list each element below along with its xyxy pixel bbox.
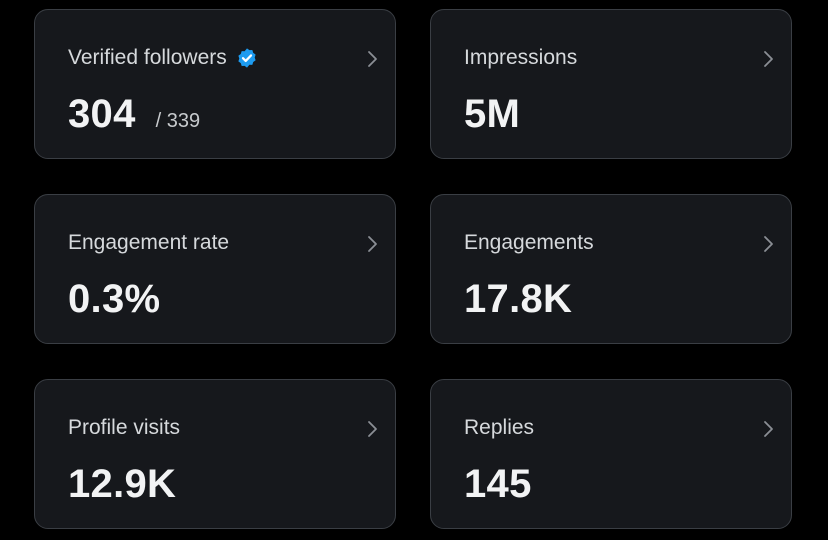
impressions-card[interactable]: Impressions 5M — [430, 9, 792, 159]
profile-visits-card[interactable]: Profile visits 12.9K — [34, 379, 396, 529]
profile-visits-label: Profile visits — [68, 416, 181, 439]
card-label: Profile visits — [68, 416, 180, 440]
verified-badge-icon — [238, 48, 256, 68]
card-label: Impressions — [464, 46, 577, 70]
card-value: 304 / 339 — [68, 92, 200, 137]
total-followers-value: / 339 — [155, 110, 201, 132]
card-label: Engagement rate — [68, 231, 229, 255]
replies-label: Replies — [464, 416, 535, 439]
chevron-right-icon — [764, 421, 773, 437]
engagement-rate-card[interactable]: Engagement rate 0.3% — [34, 194, 396, 344]
engagement-rate-value: 0.3% — [68, 277, 161, 321]
chevron-right-icon — [368, 51, 377, 67]
impressions-label: Impressions — [464, 46, 578, 69]
chevron-right-icon — [764, 236, 773, 252]
profile-visits-value: 12.9K — [68, 462, 177, 506]
replies-value: 145 — [464, 462, 532, 506]
chevron-right-icon — [368, 236, 377, 252]
engagement-rate-label: Engagement rate — [68, 231, 230, 254]
card-label: Replies — [464, 416, 534, 440]
chevron-right-icon — [764, 51, 773, 67]
card-label: Engagements — [464, 231, 594, 255]
verified-followers-value: 304 — [68, 92, 136, 136]
verified-followers-label: Verified followers — [68, 46, 227, 69]
engagements-value: 17.8K — [464, 277, 573, 321]
engagements-card[interactable]: Engagements 17.8K — [430, 194, 792, 344]
chevron-right-icon — [368, 421, 377, 437]
verified-followers-card[interactable]: Verified followers 304 / 339 — [34, 9, 396, 159]
replies-card[interactable]: Replies 145 — [430, 379, 792, 529]
engagements-label: Engagements — [464, 231, 594, 254]
impressions-value: 5M — [464, 92, 521, 136]
card-label: Verified followers — [68, 46, 258, 70]
